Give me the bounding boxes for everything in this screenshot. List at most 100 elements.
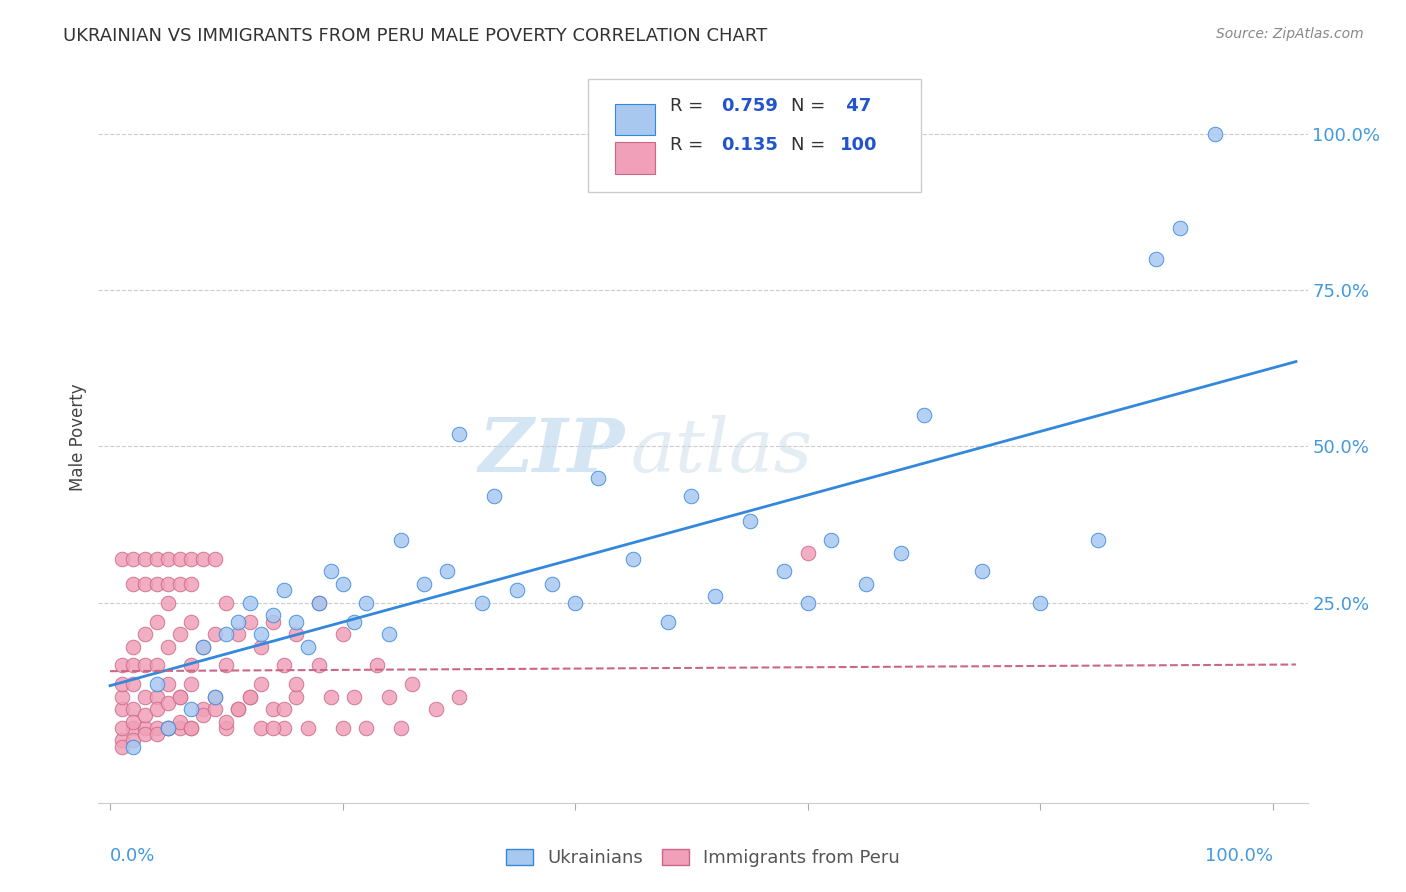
Point: [703, 590, 725, 604]
Point: [111, 702, 134, 716]
Point: [262, 721, 284, 735]
Point: [564, 596, 586, 610]
Point: [180, 615, 202, 629]
Point: [111, 552, 134, 566]
Point: [447, 426, 470, 441]
Point: [354, 596, 377, 610]
Point: [204, 690, 226, 704]
Point: [389, 721, 412, 735]
Text: ZIP: ZIP: [478, 416, 624, 488]
Point: [343, 690, 366, 704]
Point: [191, 552, 214, 566]
Point: [796, 546, 818, 560]
Point: [145, 658, 167, 673]
Point: [111, 739, 134, 754]
Point: [366, 658, 388, 673]
Point: [145, 677, 167, 691]
Point: [122, 552, 145, 566]
Point: [273, 721, 295, 735]
Point: [191, 640, 214, 654]
Point: [285, 677, 308, 691]
Point: [285, 627, 308, 641]
Point: [122, 640, 145, 654]
Point: [157, 721, 180, 735]
Point: [239, 690, 262, 704]
Text: UKRAINIAN VS IMMIGRANTS FROM PERU MALE POVERTY CORRELATION CHART: UKRAINIAN VS IMMIGRANTS FROM PERU MALE P…: [63, 27, 768, 45]
Point: [250, 627, 273, 641]
Point: [157, 677, 180, 691]
Point: [111, 677, 134, 691]
Point: [215, 721, 238, 735]
Point: [180, 721, 202, 735]
Point: [191, 702, 214, 716]
Point: [169, 627, 191, 641]
Point: [621, 552, 644, 566]
Point: [134, 577, 156, 591]
Point: [262, 615, 284, 629]
Point: [157, 696, 180, 710]
Point: [273, 702, 295, 716]
Point: [134, 708, 156, 723]
Point: [319, 690, 342, 704]
Point: [180, 721, 202, 735]
Point: [191, 708, 214, 723]
Point: [180, 658, 202, 673]
Point: [180, 702, 202, 716]
Point: [145, 552, 167, 566]
Point: [401, 677, 423, 691]
Text: 0.0%: 0.0%: [110, 847, 156, 864]
Point: [657, 615, 679, 629]
Point: [308, 596, 330, 610]
Point: [262, 608, 284, 623]
Point: [250, 677, 273, 691]
Point: [273, 658, 295, 673]
Point: [122, 739, 145, 754]
Point: [157, 577, 180, 591]
Bar: [614, 103, 655, 135]
Point: [122, 714, 145, 729]
Point: [134, 690, 156, 704]
Point: [145, 690, 167, 704]
Point: [250, 640, 273, 654]
Point: [343, 615, 366, 629]
FancyBboxPatch shape: [588, 78, 921, 192]
Point: [122, 721, 145, 735]
Point: [145, 615, 167, 629]
Point: [111, 733, 134, 747]
Point: [169, 714, 191, 729]
Text: Source: ZipAtlas.com: Source: ZipAtlas.com: [1216, 27, 1364, 41]
Point: [145, 727, 167, 741]
Point: [180, 577, 202, 591]
Point: [506, 583, 529, 598]
Point: [169, 690, 191, 704]
Point: [297, 721, 319, 735]
Point: [378, 690, 401, 704]
Point: [354, 721, 377, 735]
Point: [297, 640, 319, 654]
Point: [738, 515, 761, 529]
Point: [285, 615, 308, 629]
Point: [262, 702, 284, 716]
Text: R =: R =: [671, 96, 710, 115]
Point: [1168, 220, 1191, 235]
Point: [145, 577, 167, 591]
Legend: Ukrainians, Immigrants from Peru: Ukrainians, Immigrants from Peru: [499, 841, 907, 874]
Point: [425, 702, 447, 716]
Point: [855, 577, 877, 591]
Text: R =: R =: [671, 136, 710, 153]
Point: [308, 596, 330, 610]
Point: [157, 640, 180, 654]
Text: 100.0%: 100.0%: [1205, 847, 1272, 864]
Point: [413, 577, 436, 591]
Point: [226, 702, 249, 716]
Point: [204, 702, 226, 716]
Point: [226, 615, 249, 629]
Point: [389, 533, 412, 548]
Point: [332, 721, 354, 735]
Point: [796, 596, 818, 610]
Point: [111, 658, 134, 673]
Point: [204, 627, 226, 641]
Point: [332, 577, 354, 591]
Point: [111, 721, 134, 735]
Point: [890, 546, 912, 560]
